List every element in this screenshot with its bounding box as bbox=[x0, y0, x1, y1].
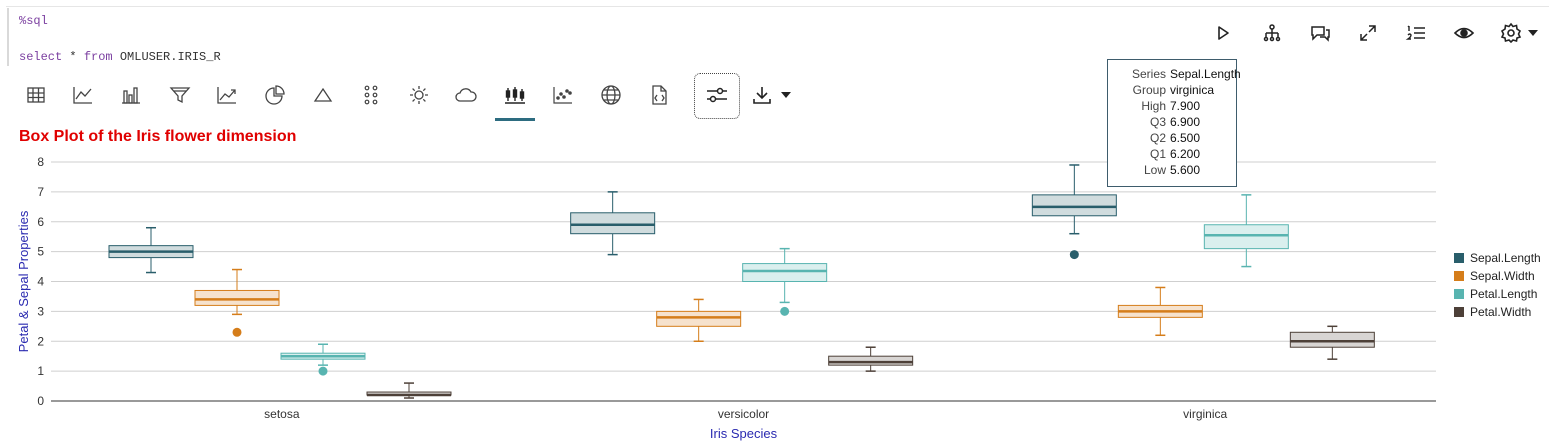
legend-swatch bbox=[1454, 253, 1464, 263]
settings-button[interactable] bbox=[694, 73, 740, 119]
tooltip-key: Series bbox=[1131, 67, 1166, 81]
tooltip-key: Q3 bbox=[1149, 115, 1166, 129]
legend-item[interactable]: Sepal.Length bbox=[1454, 249, 1541, 267]
sql-magic: %sql bbox=[19, 14, 48, 28]
chart-legend: Sepal.Length Sepal.Width Petal.Length Petal… bbox=[1454, 249, 1541, 321]
query-table: OMLUSER.IRIS_R bbox=[112, 50, 221, 64]
numbered-list-icon[interactable] bbox=[1402, 18, 1430, 48]
tooltip-value: 6.500 bbox=[1170, 131, 1201, 145]
tooltip-row: Q3 6.900 bbox=[1108, 115, 1238, 131]
tooltip-key: Low bbox=[1143, 163, 1166, 177]
caret-down-icon[interactable] bbox=[775, 80, 797, 110]
pyramid-icon[interactable] bbox=[308, 80, 338, 110]
legend-swatch bbox=[1454, 307, 1464, 317]
bar-chart-icon[interactable] bbox=[116, 80, 146, 110]
keyword-select: select bbox=[19, 50, 63, 64]
legend-label: Petal.Width bbox=[1470, 305, 1532, 319]
legend-label: Petal.Length bbox=[1470, 287, 1538, 301]
comments-icon[interactable] bbox=[1306, 18, 1334, 48]
gear-icon[interactable] bbox=[1497, 18, 1525, 48]
tooltip-key: Q1 bbox=[1149, 147, 1166, 161]
area-chart-icon[interactable] bbox=[212, 80, 242, 110]
tooltip-key: High bbox=[1141, 99, 1166, 113]
selected-tab-indicator bbox=[495, 118, 535, 121]
funnel-icon[interactable] bbox=[165, 80, 195, 110]
legend-swatch bbox=[1454, 271, 1464, 281]
code-line-magic[interactable]: %sql bbox=[19, 14, 48, 28]
hierarchy-icon[interactable] bbox=[1258, 18, 1286, 48]
expand-icon[interactable] bbox=[1354, 18, 1382, 48]
code-line-query[interactable]: select * from OMLUSER.IRIS_R bbox=[19, 50, 221, 64]
dots-grid-icon[interactable] bbox=[356, 80, 386, 110]
tooltip-key: Q2 bbox=[1149, 131, 1166, 145]
tooltip-value: 5.600 bbox=[1170, 163, 1201, 177]
chart-tooltip: Series Sepal.Length Group virginica High 7.90… bbox=[1107, 59, 1241, 187]
legend-label: Sepal.Length bbox=[1470, 251, 1541, 265]
legend-item[interactable]: Petal.Length bbox=[1454, 285, 1541, 303]
play-icon[interactable] bbox=[1209, 18, 1237, 48]
line-chart-icon[interactable] bbox=[68, 80, 98, 110]
tooltip-row: High 7.900 bbox=[1108, 99, 1238, 115]
tooltip-row: Group virginica bbox=[1108, 83, 1238, 99]
download-icon[interactable] bbox=[747, 80, 777, 110]
sunburst-icon[interactable] bbox=[404, 80, 434, 110]
chart-title: Box Plot of the Iris flower dimension bbox=[19, 128, 297, 145]
legend-label: Sepal.Width bbox=[1470, 269, 1535, 283]
query-star: * bbox=[62, 50, 84, 64]
keyword-from: from bbox=[83, 50, 113, 64]
table-icon[interactable] bbox=[21, 80, 51, 110]
tooltip-value: 7.900 bbox=[1170, 99, 1201, 113]
tooltip-row: Low 5.600 bbox=[1108, 163, 1238, 179]
eye-icon[interactable] bbox=[1450, 18, 1478, 48]
tooltip-value: virginica bbox=[1170, 83, 1215, 97]
tooltip-key: Group bbox=[1132, 83, 1166, 97]
legend-swatch bbox=[1454, 289, 1464, 299]
legend-item[interactable]: Petal.Width bbox=[1454, 303, 1541, 321]
boxplot-icon[interactable] bbox=[500, 80, 530, 110]
tooltip-value: 6.900 bbox=[1170, 115, 1201, 129]
code-file-icon[interactable] bbox=[644, 80, 674, 110]
tooltip-row: Q1 6.200 bbox=[1108, 147, 1238, 163]
tooltip-value: 6.200 bbox=[1170, 147, 1201, 161]
globe-icon[interactable] bbox=[596, 80, 626, 110]
tooltip-row: Series Sepal.Length bbox=[1108, 67, 1241, 83]
cloud-icon[interactable] bbox=[451, 80, 481, 110]
legend-item[interactable]: Sepal.Width bbox=[1454, 267, 1541, 285]
caret-down-icon[interactable] bbox=[1524, 18, 1542, 48]
scatter-icon[interactable] bbox=[548, 80, 578, 110]
tooltip-value: Sepal.Length bbox=[1170, 67, 1241, 81]
settings-sliders-icon[interactable] bbox=[702, 80, 732, 110]
notebook-cell bbox=[6, 6, 1549, 447]
tooltip-row: Q2 6.500 bbox=[1108, 131, 1238, 147]
pie-chart-icon[interactable] bbox=[260, 80, 290, 110]
cell-gutter bbox=[7, 8, 9, 66]
